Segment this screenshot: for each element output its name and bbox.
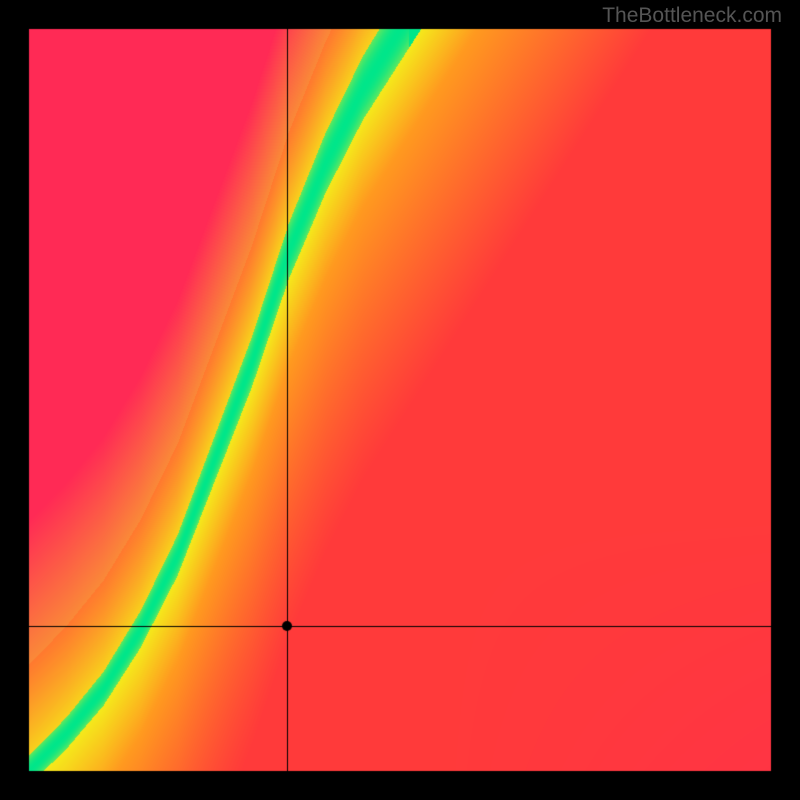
heatmap-canvas xyxy=(0,0,800,800)
watermark-text: TheBottleneck.com xyxy=(602,4,782,28)
chart-container: TheBottleneck.com xyxy=(0,0,800,800)
